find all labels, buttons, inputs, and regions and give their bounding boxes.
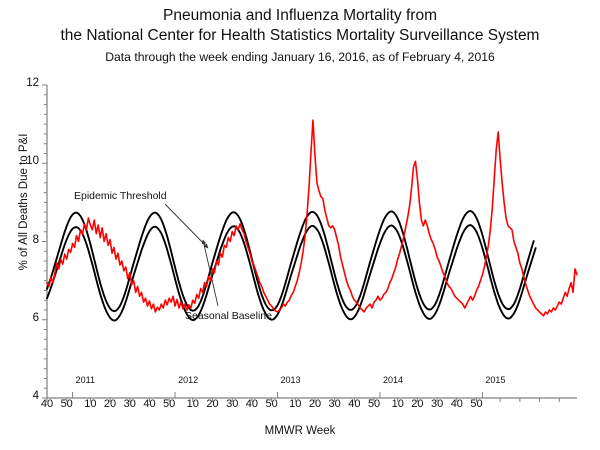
y-tick-label: 6 (32, 311, 39, 324)
x-tick-label: 50 (367, 398, 381, 410)
seasonal-baseline-leader (201, 239, 219, 307)
title-line-2: the National Center for Health Statistic… (60, 27, 540, 44)
x-tick-label: 30 (430, 398, 444, 410)
x-tick-label: 30 (123, 398, 136, 410)
year-label: 2014 (382, 375, 403, 385)
x-tick-label: 10 (84, 398, 97, 410)
y-tick-label: 12 (26, 77, 39, 89)
series-line-seasonal-baseline (46, 224, 537, 322)
x-tick-label: 40 (245, 398, 259, 410)
x-tick-label: 50 (470, 398, 483, 410)
axes-layer (42, 84, 577, 402)
x-tick-label: 40 (348, 398, 361, 410)
year-label: 2011 (75, 375, 95, 385)
x-tick-label: 20 (411, 398, 424, 410)
x-tick-label: 50 (265, 398, 278, 410)
x-tick-label: 20 (206, 398, 219, 410)
epidemic-threshold-leader (164, 203, 209, 249)
series-line-observed-p-i-mortality (46, 119, 578, 317)
chart-subtitle: Data through the week ending January 16,… (105, 50, 495, 64)
year-label: 2013 (280, 375, 301, 385)
annotation-seasonal-baseline: Seasonal Baseline (185, 310, 272, 322)
x-tick-label: 20 (308, 398, 322, 410)
annotation-leaders (164, 203, 219, 307)
y-tick-label: 4 (32, 390, 39, 402)
x-tick-label: 30 (226, 398, 239, 410)
y-tick-label: 8 (32, 233, 39, 246)
y-axis-title: % of All Deaths Due to P&I (18, 133, 30, 271)
x-tick-label: 50 (60, 398, 73, 410)
x-tick-label: 10 (391, 398, 404, 410)
x-tick-label: 40 (143, 398, 156, 410)
x-tick-label: 20 (103, 398, 117, 410)
year-label: 2015 (485, 375, 506, 385)
x-tick-label: 10 (289, 398, 302, 410)
x-tick-label: 40 (40, 398, 54, 410)
chart-title-block: Pneumonia and Influenza Mortality from t… (0, 6, 600, 66)
series-line-epidemic-threshold (46, 210, 535, 313)
x-axis-title: MMWR Week (264, 425, 336, 437)
x-tick-label: 30 (328, 398, 341, 410)
x-tick-label: 10 (186, 398, 199, 410)
annotation-epidemic-threshold: Epidemic Threshold (74, 190, 167, 202)
year-label: 2012 (178, 375, 199, 385)
x-tick-label: 50 (163, 398, 176, 410)
title-line-1: Pneumonia and Influenza Mortality from (163, 7, 437, 24)
series-layer (46, 119, 578, 322)
x-tick-label: 40 (450, 398, 463, 410)
y-tick-label: 10 (26, 155, 39, 168)
